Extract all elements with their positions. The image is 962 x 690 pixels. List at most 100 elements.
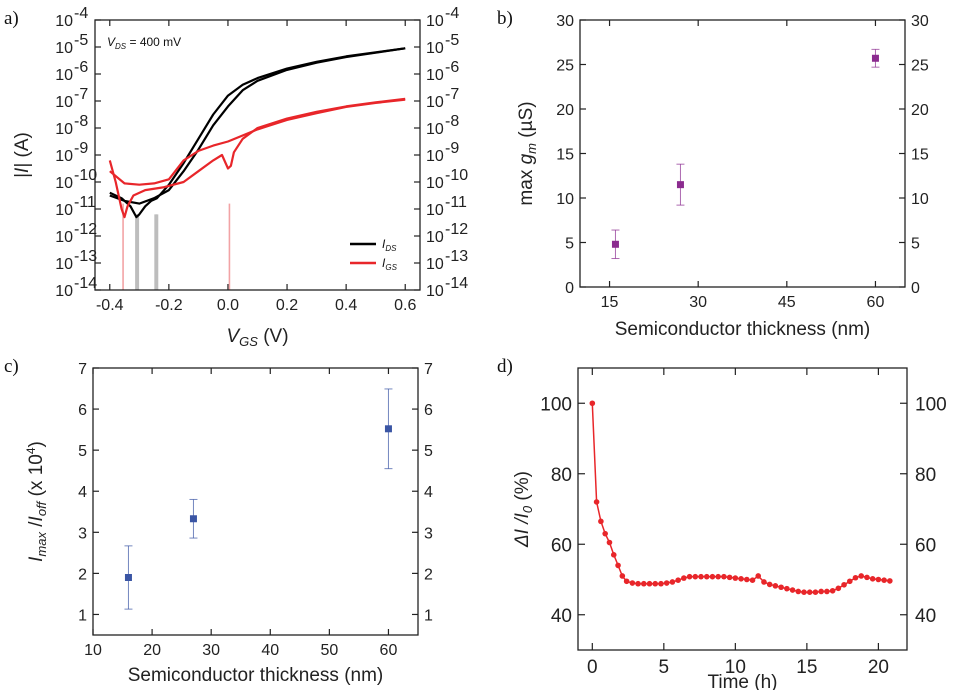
data-point — [755, 573, 762, 579]
y-tick-label-left: 5 — [565, 236, 574, 253]
y-tick-label-left: 10 — [55, 148, 73, 165]
y-tick-label-left: 10 — [556, 191, 574, 208]
ylabel-symbol: I — [12, 167, 33, 173]
data-point — [784, 585, 790, 592]
data-point — [698, 573, 704, 580]
data-point — [703, 573, 710, 580]
x-tick-label: 0.0 — [217, 297, 239, 314]
y-tick-label-left: 2 — [78, 566, 87, 583]
tick-exponent: -13 — [445, 248, 468, 265]
y-tick-label-right: 80 — [915, 465, 936, 486]
tick-exponent: -11 — [445, 194, 467, 211]
panel-a: a) 10 -4 10-410-5 10-510-6 10-610-7 10-710-8 10… — [4, 5, 468, 349]
annotation-subscript: DS — [115, 42, 127, 51]
plot-frame — [92, 367, 419, 636]
x-tick-label: 0.6 — [394, 297, 416, 314]
x-tick-label: 60 — [867, 294, 885, 311]
data-point — [881, 577, 887, 584]
y-tick-label-left: 10 — [55, 283, 73, 300]
data-point — [749, 577, 756, 584]
y-tick-label-left: 6 — [78, 402, 87, 419]
data-point — [875, 576, 882, 583]
ylabel-slash: / — [26, 521, 47, 532]
tick-mantissa: 10 — [55, 148, 73, 165]
ylabel-close: ) — [26, 441, 47, 447]
legend-subscript: GS — [385, 263, 397, 272]
tick-exponent: -8 — [445, 113, 459, 130]
y-tick-label-right: 10 — [426, 229, 444, 246]
data-point — [641, 580, 647, 587]
tick-mantissa: 10 — [426, 13, 444, 30]
y-tick-label-left: 10 — [55, 202, 73, 219]
data-point — [766, 581, 773, 588]
tick-exponent: -7 — [445, 86, 459, 103]
y-tick-label-right: 15 — [911, 147, 929, 164]
y-tick-exponent-right: -13 — [445, 248, 468, 265]
y-tick-exponent-right: -11 — [445, 194, 467, 211]
data-point — [743, 576, 750, 583]
y-tick-label-right: 4 — [424, 484, 433, 501]
tick-exponent: -12 — [74, 221, 97, 238]
y-tick-label-left: 20 — [556, 102, 574, 119]
tick-mantissa: 10 — [426, 67, 444, 84]
y-axis-label: ΔI /I0 (%) — [512, 471, 535, 548]
y-tick-label-right: 10 — [426, 256, 444, 273]
data-point — [726, 574, 733, 581]
tick-mantissa: 10 — [426, 283, 444, 300]
data-point — [795, 588, 802, 595]
data-point — [635, 580, 641, 587]
x-axis-label: Time (h) — [707, 672, 777, 690]
tick-mantissa: 10 — [426, 40, 444, 57]
plot-frame — [94, 19, 421, 291]
data-point — [652, 580, 659, 587]
y-tick-exponent-right: -4 — [445, 5, 459, 22]
y-tick-label-left: 25 — [556, 58, 574, 75]
data-point — [593, 499, 600, 505]
legend-subscript: DS — [385, 244, 397, 253]
y-tick-label-left: 80 — [551, 465, 572, 486]
tick-exponent: -10 — [74, 167, 97, 184]
tick-exponent: -13 — [74, 248, 97, 265]
x-tick-label: 30 — [689, 294, 707, 311]
y-tick-exponent-right: -7 — [445, 86, 459, 103]
x-tick-label: 40 — [261, 642, 279, 659]
y-tick-label-left: 100 — [540, 394, 572, 415]
x-tick-label: 50 — [320, 642, 338, 659]
data-point — [812, 589, 819, 595]
ylabel-subscript: m — [524, 143, 539, 154]
y-tick-label-left: 10 — [55, 175, 73, 192]
x-tick-label: 60 — [380, 642, 398, 659]
y-tick-label-left: 10 — [55, 40, 73, 57]
y-tick-exponent-left: -9 — [74, 140, 88, 157]
tick-mantissa: 10 — [426, 175, 444, 192]
panel-label-d: d) — [497, 356, 513, 377]
panel-label-c: c) — [4, 356, 19, 377]
x-tick-label: 0.4 — [335, 297, 357, 314]
x-tick-label: 10 — [84, 642, 102, 659]
y-tick-exponent-right: -8 — [445, 113, 459, 130]
panel-label-b: b) — [497, 8, 513, 29]
x-axis-label: Semiconductor thickness (nm) — [128, 665, 384, 686]
tick-exponent: -5 — [74, 32, 88, 49]
data-point — [818, 588, 824, 595]
xlabel-symbol: V — [226, 326, 241, 347]
panel-b: b) 15 30 45 60 0 0 5 5 10 10 15 15 20 20 25 25 30 30 Semico… — [497, 8, 929, 340]
data-point — [738, 575, 744, 582]
data-point — [692, 573, 699, 580]
data-point — [658, 580, 664, 587]
data-point — [598, 518, 604, 525]
tick-exponent: -14 — [445, 275, 468, 292]
y-tick-label-left: 5 — [78, 443, 87, 460]
data-point — [887, 578, 893, 584]
tick-exponent: -6 — [74, 59, 88, 76]
tick-mantissa: 10 — [55, 13, 73, 30]
x-axis-label: Semiconductor thickness (nm) — [615, 319, 871, 340]
tick-mantissa: 10 — [55, 67, 73, 84]
tick-mantissa: 10 — [426, 121, 444, 138]
y-tick-label-right: 7 — [424, 361, 433, 378]
tick-mantissa: 10 — [55, 256, 73, 273]
legend-symbol: I — [382, 256, 386, 270]
data-point — [824, 588, 830, 595]
y-tick-label-right: 10 — [426, 148, 444, 165]
